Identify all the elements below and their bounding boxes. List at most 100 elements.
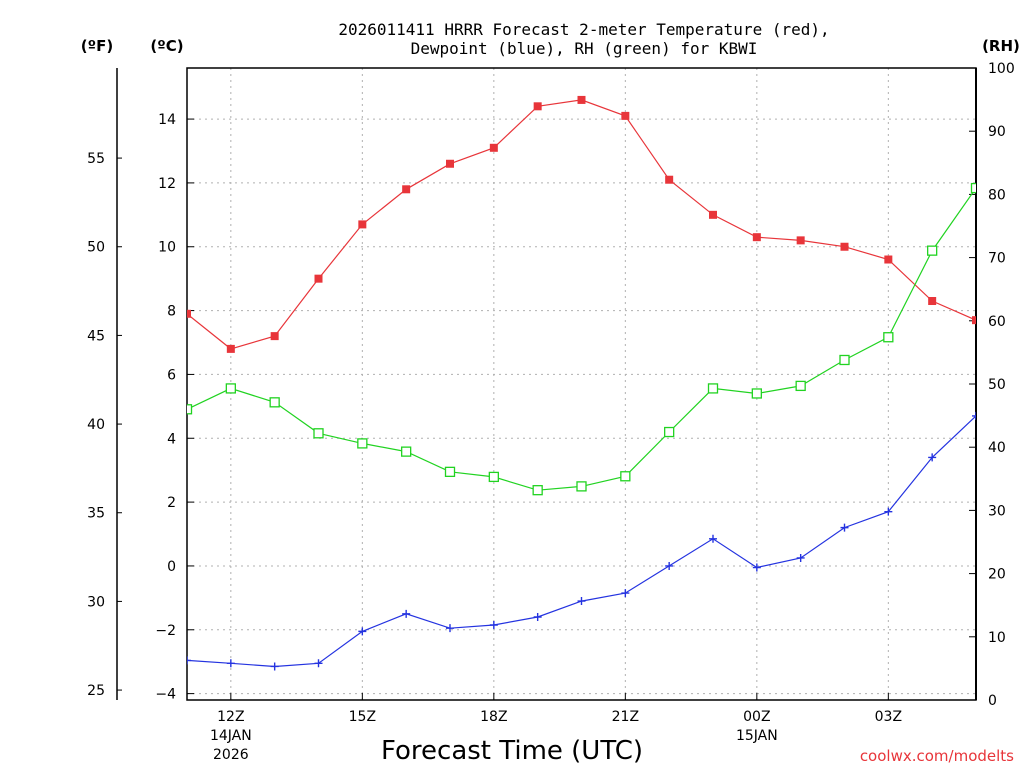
temperature-point	[489, 143, 498, 152]
celsius-tick-label: −4	[155, 687, 176, 703]
celsius-tick-label: 2	[167, 495, 176, 511]
rh-tick-label: 90	[988, 124, 1006, 140]
rh-point	[576, 481, 587, 492]
x-tick-label: 18Z	[480, 709, 507, 725]
fahrenheit-tick-label: 40	[87, 417, 105, 433]
dewpoint-point	[928, 453, 937, 462]
x-tick-label: 21Z	[612, 709, 639, 725]
rh-point	[751, 388, 762, 399]
rh-point	[269, 397, 280, 408]
dewpoint-point	[489, 620, 498, 629]
x-tick-label: 00Z	[743, 709, 770, 725]
celsius-tick-label: −2	[155, 623, 176, 639]
dewpoint-series	[187, 411, 976, 671]
rh-point	[883, 332, 894, 343]
celsius-tick-label: 14	[158, 112, 176, 128]
fahrenheit-tick-label: 35	[87, 506, 105, 522]
x-tick-label: 15Z	[349, 709, 376, 725]
x-tick-label: 03Z	[875, 709, 902, 725]
temperature-point	[884, 255, 893, 264]
temperature-point	[533, 102, 542, 111]
x-tick-date-label: 14JAN	[210, 728, 252, 744]
dewpoint-point	[972, 411, 976, 420]
temperature-point	[752, 233, 761, 242]
fahrenheit-unit-label: (ºF)	[81, 37, 113, 55]
temperature-point	[226, 344, 235, 353]
rh-tick-label: 70	[988, 251, 1006, 267]
fahrenheit-tick-label: 55	[87, 151, 105, 167]
fahrenheit-tick-label: 45	[87, 328, 105, 344]
dewpoint-point	[577, 597, 586, 606]
dewpoint-point	[270, 662, 279, 671]
rh-point	[401, 446, 412, 457]
celsius-tick-label: 10	[158, 240, 176, 256]
temperature-point	[665, 175, 674, 184]
chart-title: 2026011411 HRRR Forecast 2-meter Tempera…	[338, 20, 829, 39]
plot-area: −4 −2 0 2 4 6 8 10 12 14 25 30 35 40 45 50 55 0 10 20 30 40 50…	[87, 61, 1015, 763]
fahrenheit-tick-label: 50	[87, 240, 105, 256]
celsius-unit-label: (ºC)	[150, 37, 183, 55]
temperature-point	[270, 332, 279, 341]
temperature-line	[187, 99, 976, 350]
temperature-point	[928, 297, 937, 306]
rh-point	[444, 466, 456, 477]
rh-point	[532, 485, 543, 496]
dewpoint-point	[402, 609, 411, 618]
temperature-point	[972, 316, 976, 325]
rh-tick-label: 100	[988, 61, 1015, 77]
temperature-point	[187, 309, 191, 318]
celsius-tick-label: 4	[167, 431, 176, 447]
dewpoint-point	[226, 659, 235, 668]
dewpoint-point	[621, 589, 630, 598]
celsius-tick-label: 8	[167, 304, 176, 320]
dewpoint-point	[665, 561, 674, 570]
rh-tick-label: 80	[988, 187, 1006, 203]
dewpoint-point	[752, 563, 761, 572]
temperature-point	[358, 220, 367, 229]
rh-point	[839, 354, 850, 366]
plot-frame	[186, 67, 977, 701]
rh-point	[313, 428, 324, 439]
rh-point	[970, 182, 976, 194]
rh-point	[225, 383, 236, 394]
rh-unit-label: (RH)	[982, 37, 1020, 55]
temperature-point	[577, 95, 586, 104]
temperature-point	[446, 159, 454, 168]
dewpoint-point	[187, 656, 191, 665]
temperature-point	[314, 274, 323, 283]
celsius-tick-label: 12	[158, 176, 176, 192]
dewpoint-line	[187, 415, 976, 668]
dewpoint-point	[840, 523, 849, 532]
rh-series	[187, 182, 976, 496]
celsius-tick-label: 6	[167, 367, 176, 383]
x-axis-label: Forecast Time (UTC)	[381, 736, 643, 766]
rh-point	[187, 404, 193, 415]
dewpoint-point	[796, 553, 805, 562]
rh-point	[795, 380, 806, 392]
rh-tick-label: 50	[988, 377, 1006, 393]
rh-point	[488, 471, 499, 483]
temperature-point	[402, 185, 411, 194]
fahrenheit-tick-label: 25	[87, 683, 105, 699]
x-tick-date-label: 15JAN	[736, 728, 778, 744]
rh-point	[357, 438, 368, 449]
dewpoint-point	[533, 613, 542, 622]
dewpoint-point	[446, 624, 454, 633]
chart-subtitle: Dewpoint (blue), RH (green) for KBWI	[411, 39, 758, 58]
rh-tick-label: 0	[988, 693, 997, 709]
rh-tick-label: 20	[988, 567, 1006, 583]
rh-point	[664, 426, 675, 438]
dewpoint-point	[358, 627, 367, 636]
fahrenheit-tick-label: 30	[87, 594, 105, 610]
rh-line	[187, 187, 976, 491]
celsius-tick-label: 0	[167, 559, 176, 575]
credit-link[interactable]: coolwx.com/modelts	[860, 747, 1014, 765]
rh-tick-label: 30	[988, 503, 1006, 519]
dewpoint-point	[314, 659, 323, 668]
temperature-point	[840, 242, 849, 251]
x-tick-label: 12Z	[217, 709, 244, 725]
rh-point	[620, 471, 631, 482]
x-tick-year-label: 2026	[213, 747, 249, 763]
dewpoint-point	[884, 507, 893, 516]
rh-tick-label: 40	[988, 440, 1006, 456]
